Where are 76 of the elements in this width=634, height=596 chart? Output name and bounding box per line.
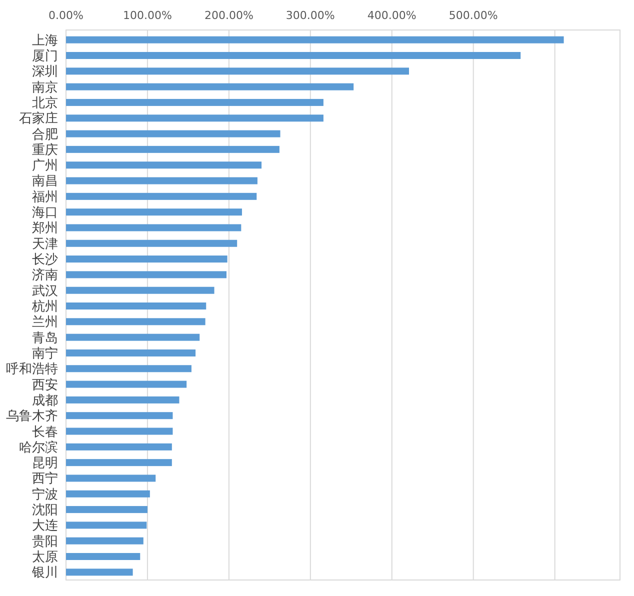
y-tick-label: 福州 [32,190,58,205]
bar [66,459,172,466]
y-tick-label: 广州 [32,158,58,174]
y-tick-label: 兰州 [32,315,58,330]
bar [66,271,226,278]
y-tick-label: 重庆 [32,142,58,158]
y-tick-label: 南昌 [32,174,58,190]
y-tick-label: 海口 [32,206,58,221]
y-tick-label: 大连 [32,518,58,534]
bar [66,302,206,310]
y-tick-label: 乌鲁木齐 [6,409,58,424]
x-tick-label: 0.00% [48,9,84,22]
bar [66,474,156,482]
bar [66,412,173,420]
x-tick-label: 500.00% [448,9,498,22]
bar [66,177,258,184]
y-tick-label: 呼和浩特 [6,362,58,378]
y-tick-label: 长春 [32,424,58,440]
x-tick-label: 100.00% [122,9,172,22]
bar [66,36,564,44]
bar [66,568,133,576]
bar [66,192,257,200]
bar [66,224,242,232]
bar [66,380,187,388]
y-tick-label: 天津 [32,236,58,252]
y-tick-label: 郑州 [32,221,58,236]
bar [66,490,150,498]
bar [66,114,324,122]
y-tick-label: 上海 [32,33,58,48]
bar [66,365,192,372]
y-tick-label: 昆明 [32,456,58,472]
bar [66,52,521,59]
y-tick-label: 哈尔滨 [19,439,58,456]
y-tick-label: 成都 [32,393,58,408]
y-tick-label: 银川 [31,566,58,581]
bar [66,286,214,294]
y-tick-label: 南宁 [32,345,58,362]
x-tick-label: 300.00% [286,9,335,22]
bar [66,349,196,356]
bar [66,68,409,75]
y-tick-label: 西安 [32,376,58,393]
bar [66,240,238,247]
y-tick-label: 合肥 [32,127,58,142]
bar [66,553,140,560]
bar [66,537,144,544]
x-tick-label: 400.00% [367,9,416,22]
y-tick-label: 宁波 [32,486,58,502]
y-tick-label: 厦门 [32,48,58,64]
bar [66,146,280,153]
y-tick-label: 武汉 [32,284,58,299]
x-tick-label: 200.00% [204,9,254,22]
y-tick-label: 济南 [32,268,58,284]
bar [66,208,242,216]
y-tick-label: 太原 [32,550,58,566]
bar [66,98,324,106]
bar [66,318,206,326]
y-tick-label: 西宁 [32,470,58,487]
bar [66,334,200,341]
bar [66,428,173,435]
bar [66,130,280,138]
y-tick-label: 深圳 [32,64,58,80]
bar [66,83,354,90]
y-tick-label: 青岛 [32,330,58,346]
bar [66,443,172,450]
y-tick-label: 长沙 [32,252,58,268]
bar [66,522,147,529]
y-tick-label: 杭州 [31,300,58,314]
y-tick-label: 沈阳 [32,503,58,518]
y-tick-label: 石家庄 [19,110,58,127]
bar [66,396,180,404]
bar [66,506,148,514]
bar [66,162,262,169]
y-tick-label: 贵阳 [32,534,58,550]
y-tick-label: 北京 [32,96,58,111]
y-tick-label: 南京 [32,80,58,96]
bar [66,256,228,263]
